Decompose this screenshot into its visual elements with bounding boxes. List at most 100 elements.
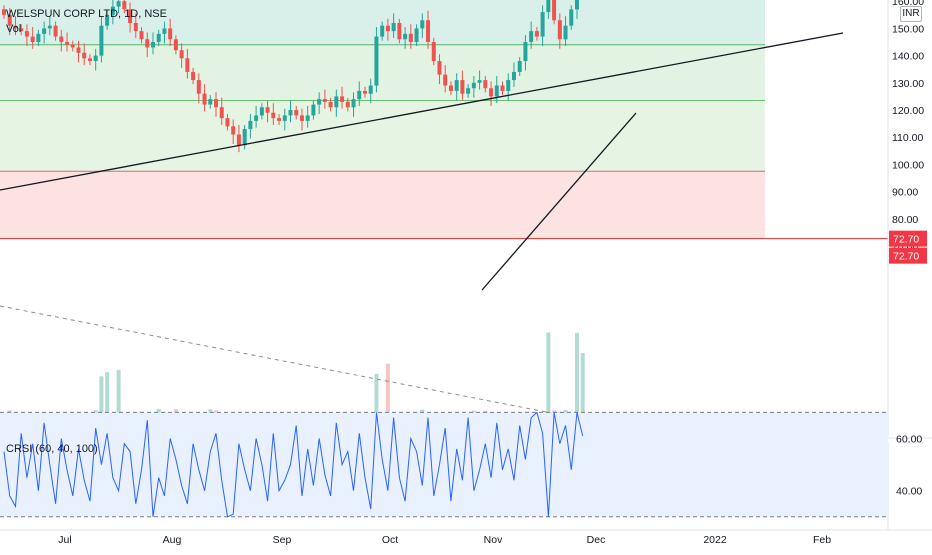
candle-body [82,52,87,59]
candle-body [173,39,178,51]
candle-body [403,33,408,40]
candle-body [242,129,247,146]
candle-body [259,107,264,116]
y-tick-label: 90.00 [892,187,918,199]
candle-body [145,39,150,48]
candle-body [225,118,230,127]
candle-body [24,31,29,37]
candle-body [477,80,482,83]
y-tick-label: 110.00 [892,132,923,144]
x-tick-label: Aug [163,534,182,546]
currency-badge[interactable]: INR [900,6,922,22]
x-tick-label: Jul [58,534,71,546]
x-tick-label: Dec [587,534,606,546]
candle-body [305,115,310,121]
volume-bar [385,363,390,435]
trendline-support [481,112,637,291]
candle-body [317,99,322,105]
candle-body [236,134,241,146]
candle-body [563,25,568,40]
candle-body [70,44,75,48]
candle-body [408,33,413,42]
candle-body [345,101,350,108]
candle-body [443,74,448,86]
candle-body [448,85,453,91]
candle-body [30,36,35,42]
candle-body [437,61,442,75]
candle-body [59,36,64,42]
volume-bar [575,332,579,435]
candle-body [557,20,562,40]
x-tick-label: Nov [484,534,503,546]
candle-body [128,9,133,23]
candle-body [483,80,488,89]
candle-body [265,107,270,113]
level-price-badge [889,247,927,264]
candle-body [47,25,52,29]
candle-body [385,25,390,32]
y-tick-label: 100.00 [892,159,924,171]
candle-body [380,25,385,37]
candle-body [362,90,367,94]
candle-body [116,1,121,7]
candle-body [162,28,167,34]
candle-body [219,107,224,119]
y-tick-label: 140.00 [892,51,924,63]
crsi-tick-label: 60.00 [896,434,922,446]
y-tick-label: 120.00 [892,105,924,117]
candle-body [122,1,127,10]
volume-bar [546,332,551,435]
candle-body [575,0,579,10]
x-tick-label: Sep [273,534,292,546]
candle-body [76,47,81,53]
candle-body [397,22,402,40]
chart-title: WELSPUN CORP LTD, 1D, NSE [6,8,167,20]
candle-body [569,9,574,26]
candle-body [506,80,511,91]
candle-body [517,61,522,72]
candle-body [351,99,356,108]
candle-body [277,118,282,121]
candle-body [19,28,24,32]
y-tick-label: 80.00 [892,214,918,226]
candle-body [150,42,155,48]
retracement-band [0,44,765,101]
candle-body [391,22,396,32]
level-price-badge [889,230,927,247]
candle-body [511,71,516,81]
candle-body [168,28,173,40]
candle-body [322,99,327,102]
candle-body [494,85,499,97]
candle-body [185,58,190,72]
y-tick-label: 160.00 [892,0,924,8]
candle-body [546,0,551,13]
candle-body [420,20,425,29]
level-price-text: 72.70 [893,251,919,263]
volume-bar [116,369,121,435]
candle-body [357,90,362,100]
candle-body [328,101,333,108]
candle-body [191,71,196,81]
candle-body [42,28,47,34]
retracement-band [0,171,765,239]
candle-body [36,33,41,42]
candle-body [53,25,58,37]
candle-body [7,14,12,26]
candle-body [179,50,184,59]
y-tick-label: 150.00 [892,23,924,35]
x-tick-label: Feb [813,534,831,546]
candle-body [552,0,557,21]
candle-body [368,85,373,94]
candle-body [214,99,219,108]
candle-body [460,80,465,94]
candle-body [282,115,287,121]
candle-body [133,22,138,32]
trendline-upper [0,32,844,191]
volume-legend: Vol [6,23,22,35]
candle-body [202,93,207,105]
candle-body [13,25,18,29]
x-tick-label: Oct [382,534,398,546]
candle-body [471,82,476,89]
